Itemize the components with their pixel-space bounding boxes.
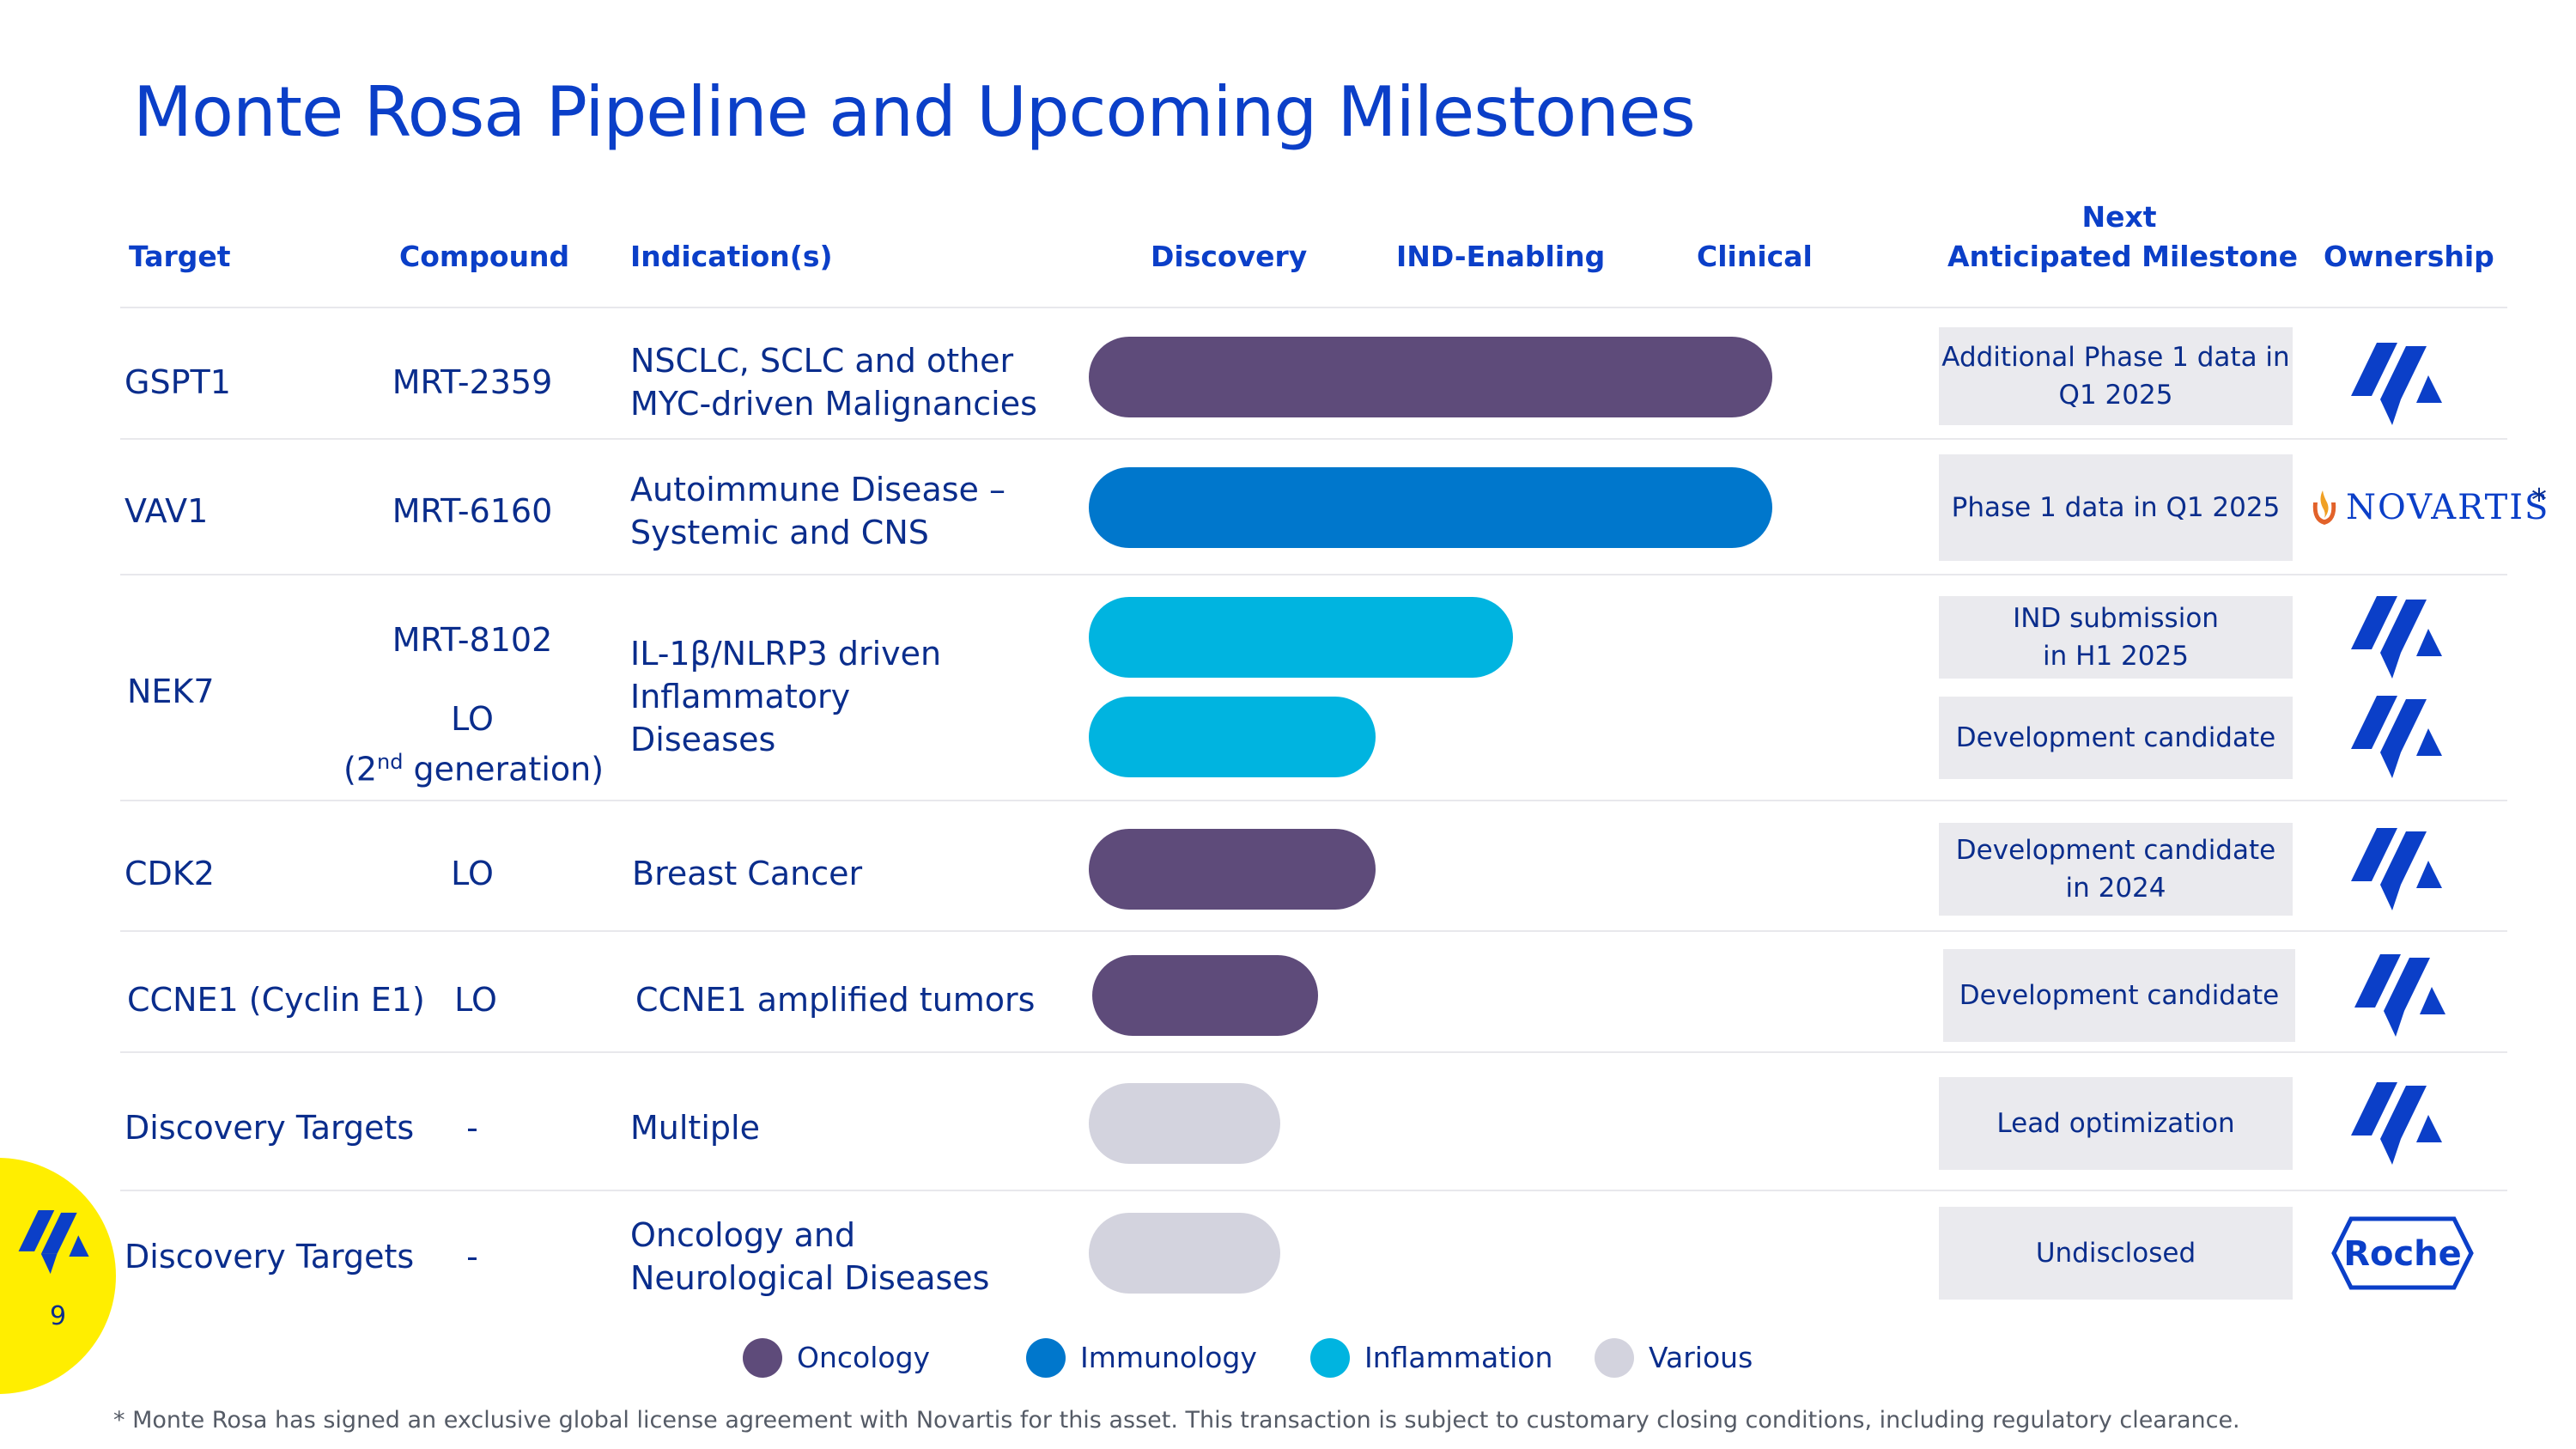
indication-cell-l2: Systemic and CNS <box>630 514 929 551</box>
page-number: 9 <box>50 1301 67 1331</box>
indication-cell-l1: NSCLC, SCLC and other <box>630 342 1014 380</box>
compound-cell-b: LO <box>451 700 494 738</box>
target-cell: CCNE1 (Cyclin E1) <box>127 981 425 1019</box>
pipeline-bar-ccne1 <box>1092 955 1318 1036</box>
legend-label-various: Various <box>1649 1341 1753 1374</box>
milestone-box: Phase 1 data in Q1 2025 <box>1939 454 2293 561</box>
footnote-marker: * <box>2531 483 2547 518</box>
pipeline-bar-discovery-multiple <box>1089 1083 1280 1164</box>
pipeline-bar-nek7-mrt8102 <box>1089 597 1513 678</box>
milestone-box: Lead optimization <box>1939 1077 2293 1170</box>
indication-cell-l1: IL-1β/NLRP3 driven <box>630 635 942 673</box>
row-divider <box>120 438 2507 440</box>
monte-rosa-logo-icon <box>17 1209 100 1275</box>
compound-cell: MRT-2359 <box>392 363 553 401</box>
indication-cell: Multiple <box>630 1109 760 1147</box>
legend-label-inflammation: Inflammation <box>1364 1341 1553 1374</box>
header-ownership: Ownership <box>2324 240 2494 273</box>
row-divider <box>120 1190 2507 1191</box>
pipeline-bar-cdk2 <box>1089 829 1376 910</box>
target-cell: Discovery Targets <box>125 1238 415 1275</box>
target-cell: GSPT1 <box>125 363 231 401</box>
legend-label-oncology: Oncology <box>797 1341 931 1374</box>
legend-dot-immunology <box>1026 1338 1066 1378</box>
roche-logo: Roche <box>2331 1216 2474 1290</box>
header-ind-enabling: IND-Enabling <box>1396 240 1606 273</box>
page-badge <box>0 1158 116 1394</box>
header-target: Target <box>129 240 231 273</box>
row-divider <box>120 930 2507 932</box>
monte-rosa-logo-icon <box>2353 954 2459 1037</box>
page-title: Monte Rosa Pipeline and Upcoming Milesto… <box>133 72 1696 152</box>
indication-cell-l2: Inflammatory <box>630 678 851 715</box>
row-divider <box>120 1051 2507 1053</box>
legend-label-immunology: Immunology <box>1080 1341 1257 1374</box>
compound-cell: - <box>466 1238 478 1275</box>
milestone-box: IND submission in H1 2025 <box>1939 596 2293 679</box>
header-compound: Compound <box>399 240 570 273</box>
header-clinical: Clinical <box>1697 240 1813 273</box>
target-cell: CDK2 <box>125 855 215 892</box>
milestone-box: Additional Phase 1 data in Q1 2025 <box>1939 327 2293 425</box>
legend-dot-various <box>1595 1338 1634 1378</box>
pipeline-bar-vav1 <box>1089 467 1772 548</box>
indication-cell: Breast Cancer <box>632 855 863 892</box>
svg-text:Roche: Roche <box>2343 1234 2462 1274</box>
monte-rosa-logo-icon <box>2349 696 2456 778</box>
target-cell: VAV1 <box>125 492 209 530</box>
legend-dot-inflammation <box>1310 1338 1350 1378</box>
compound-cell-b-generation: (2nd generation) <box>343 750 605 788</box>
legend-dot-oncology <box>743 1338 782 1378</box>
novartis-flame-icon <box>2312 490 2336 525</box>
monte-rosa-logo-icon <box>2349 828 2456 910</box>
target-cell: Discovery Targets <box>125 1109 415 1147</box>
row-divider <box>120 307 2507 308</box>
pipeline-bar-discovery-onc-neuro <box>1089 1213 1280 1294</box>
novartis-wordmark: NOVARTIS <box>2346 488 2550 527</box>
indication-cell-l3: Diseases <box>630 721 776 758</box>
target-cell: NEK7 <box>127 673 215 710</box>
monte-rosa-logo-icon <box>2349 343 2456 425</box>
indication-cell-l2: MYC-driven Malignancies <box>630 385 1037 423</box>
milestone-box: Development candidate <box>1943 949 2295 1042</box>
monte-rosa-logo-icon <box>2349 1082 2456 1165</box>
compound-cell: LO <box>454 981 497 1019</box>
header-indication: Indication(s) <box>630 240 833 273</box>
compound-cell: MRT-6160 <box>392 492 553 530</box>
pipeline-bar-nek7-lo <box>1089 697 1376 777</box>
header-milestone-line2: Anticipated Milestone <box>1947 240 2298 273</box>
milestone-box: Development candidate in 2024 <box>1939 823 2293 916</box>
indication-cell-l1: Autoimmune Disease – <box>630 471 1005 508</box>
row-divider <box>120 574 2507 575</box>
milestone-box: Development candidate <box>1939 697 2293 779</box>
indication-cell: CCNE1 amplified tumors <box>635 981 1036 1019</box>
novartis-logo: NOVARTIS <box>2308 486 2549 529</box>
compound-cell: LO <box>451 855 494 892</box>
milestone-box: Undisclosed <box>1939 1207 2293 1300</box>
footnote: * Monte Rosa has signed an exclusive glo… <box>113 1407 2240 1434</box>
compound-cell-a: MRT-8102 <box>392 621 553 659</box>
indication-cell-l1: Oncology and <box>630 1216 856 1254</box>
header-milestone-line1: Next <box>2081 200 2157 234</box>
indication-cell-l2: Neurological Diseases <box>630 1259 990 1297</box>
header-discovery: Discovery <box>1151 240 1308 273</box>
compound-cell: - <box>466 1109 478 1147</box>
row-divider <box>120 800 2507 801</box>
pipeline-bar-gspt1 <box>1089 337 1772 417</box>
monte-rosa-logo-icon <box>2349 596 2456 679</box>
